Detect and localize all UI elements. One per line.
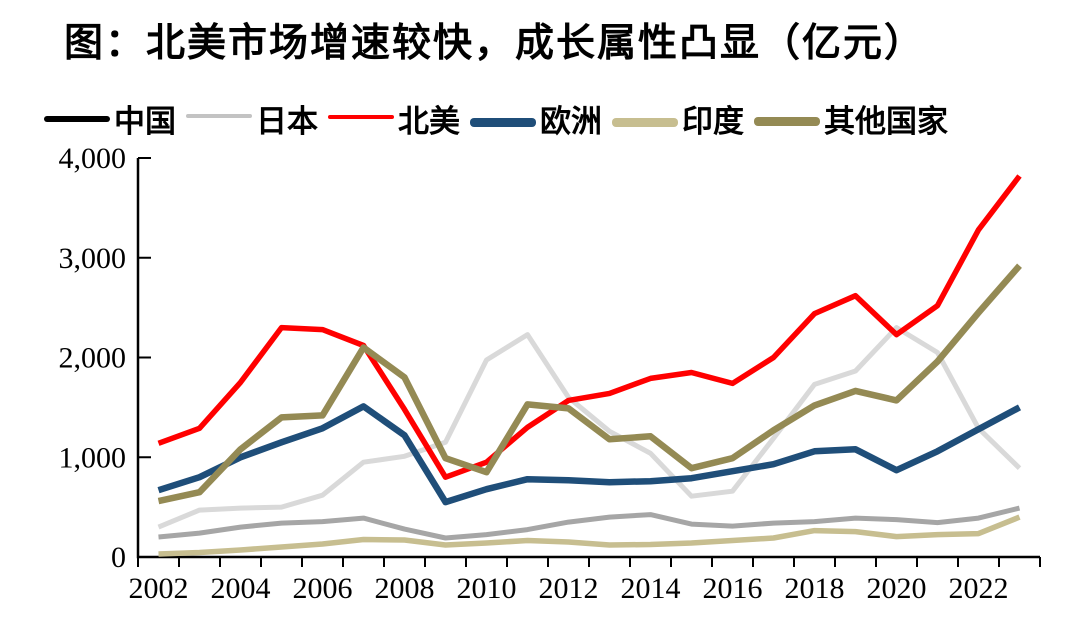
line-china [158, 505, 1021, 541]
chart-legend: 中国 日本 北美 欧洲 印度 其他国家 [44, 96, 958, 141]
legend-label-north-america: 北美 [398, 104, 460, 139]
x-tick-label: 2010 [457, 572, 517, 605]
legend-item-china: 中国 [44, 96, 176, 141]
legend-item-other-countries: 其他国家 [754, 96, 948, 141]
y-tick-label: 4,000 [59, 142, 127, 175]
legend-swatch-china [44, 115, 110, 122]
axes [136, 158, 1040, 559]
y-tick-label: 2,000 [59, 342, 127, 375]
legend-item-japan: 日本 [186, 96, 318, 141]
x-tick-label: 2008 [375, 572, 435, 605]
x-tick-label: 2004 [211, 572, 271, 605]
legend-label-europe: 欧洲 [540, 104, 602, 139]
line-north-america [157, 174, 1022, 480]
legend-swatch-north-america [328, 114, 394, 119]
line-other-countries [157, 263, 1022, 505]
legend-label-other-countries: 其他国家 [824, 104, 948, 139]
x-tick-label: 2020 [867, 572, 927, 605]
chart-title: 图：北美市场增速较快，成长属性凸显（亿元） [64, 22, 926, 65]
legend-label-india: 印度 [682, 104, 744, 139]
x-tick-label: 2018 [785, 572, 845, 605]
y-tick-label: 3,000 [59, 242, 127, 275]
x-tick-label: 2002 [129, 572, 189, 605]
legend-label-china: 中国 [114, 104, 176, 139]
line-europe [157, 403, 1022, 506]
line-japan [157, 325, 1022, 530]
line-india [158, 514, 1021, 557]
x-tick-label: 2022 [949, 572, 1009, 605]
y-tick-label: 0 [111, 541, 126, 574]
y-tick-label: 1,000 [59, 441, 127, 474]
x-tick-label: 2006 [293, 572, 353, 605]
x-tick-label: 2016 [703, 572, 763, 605]
x-tick-label: 2014 [621, 572, 681, 605]
legend-label-japan: 日本 [256, 104, 318, 139]
legend-swatch-japan [186, 113, 252, 118]
legend-item-india: 印度 [612, 96, 744, 141]
legend-swatch-india [612, 118, 678, 127]
legend-swatch-other-countries [754, 117, 820, 126]
x-tick-label: 2012 [539, 572, 599, 605]
legend-item-europe: 欧洲 [470, 96, 602, 141]
legend-item-north-america: 北美 [328, 96, 460, 141]
legend-swatch-europe [470, 118, 536, 127]
